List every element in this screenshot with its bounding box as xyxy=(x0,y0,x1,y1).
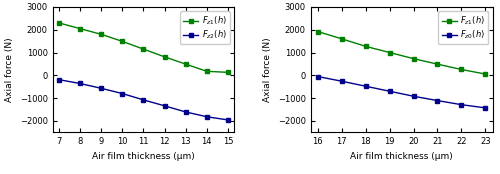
$F_{z1}(h)$ xyxy=(204,70,210,72)
$F_{z0}(h)$ xyxy=(482,107,488,109)
$F_{z2}(h)$ xyxy=(225,119,231,121)
$F_{z0}(h)$ xyxy=(362,85,368,87)
$F_{z1}(h)$ xyxy=(482,73,488,75)
$F_{z1}(h)$ xyxy=(339,38,345,40)
$F_{z2}(h)$ xyxy=(77,82,83,85)
$F_{z1}(h)$ xyxy=(458,68,464,70)
$F_{z0}(h)$ xyxy=(386,90,392,92)
$F_{z1}(h)$ xyxy=(120,40,126,42)
$F_{z1}(h)$ xyxy=(56,22,62,24)
$F_{z0}(h)$ xyxy=(410,95,416,97)
Line: $F_{z1}(h)$: $F_{z1}(h)$ xyxy=(316,29,488,76)
$F_{z2}(h)$ xyxy=(182,111,188,113)
Legend: $F_{z1}(h)$, $F_{z2}(h)$: $F_{z1}(h)$, $F_{z2}(h)$ xyxy=(180,11,230,45)
$F_{z1}(h)$ xyxy=(182,63,188,65)
X-axis label: Air film thickness (μm): Air film thickness (μm) xyxy=(350,152,453,161)
Y-axis label: Axial force (N): Axial force (N) xyxy=(264,37,272,102)
$F_{z1}(h)$ xyxy=(140,48,146,50)
$F_{z1}(h)$ xyxy=(98,33,104,35)
Y-axis label: Axial force (N): Axial force (N) xyxy=(5,37,14,102)
$F_{z2}(h)$ xyxy=(120,92,126,94)
$F_{z1}(h)$ xyxy=(410,58,416,60)
$F_{z1}(h)$ xyxy=(434,63,440,65)
Line: $F_{z1}(h)$: $F_{z1}(h)$ xyxy=(56,21,231,75)
X-axis label: Air film thickness (μm): Air film thickness (μm) xyxy=(92,152,195,161)
Line: $F_{z2}(h)$: $F_{z2}(h)$ xyxy=(56,77,231,122)
$F_{z2}(h)$ xyxy=(162,105,168,107)
$F_{z0}(h)$ xyxy=(458,104,464,106)
$F_{z1}(h)$ xyxy=(315,30,321,33)
$F_{z0}(h)$ xyxy=(434,100,440,102)
Legend: $F_{z1}(h)$, $F_{z0}(h)$: $F_{z1}(h)$, $F_{z0}(h)$ xyxy=(438,11,488,45)
$F_{z2}(h)$ xyxy=(98,87,104,89)
$F_{z1}(h)$ xyxy=(77,27,83,30)
$F_{z2}(h)$ xyxy=(204,116,210,118)
$F_{z1}(h)$ xyxy=(362,45,368,47)
$F_{z0}(h)$ xyxy=(339,80,345,82)
$F_{z1}(h)$ xyxy=(162,56,168,58)
$F_{z0}(h)$ xyxy=(315,76,321,78)
$F_{z1}(h)$ xyxy=(225,71,231,73)
$F_{z2}(h)$ xyxy=(140,99,146,101)
$F_{z1}(h)$ xyxy=(386,52,392,54)
Line: $F_{z0}(h)$: $F_{z0}(h)$ xyxy=(316,74,488,110)
$F_{z2}(h)$ xyxy=(56,79,62,81)
